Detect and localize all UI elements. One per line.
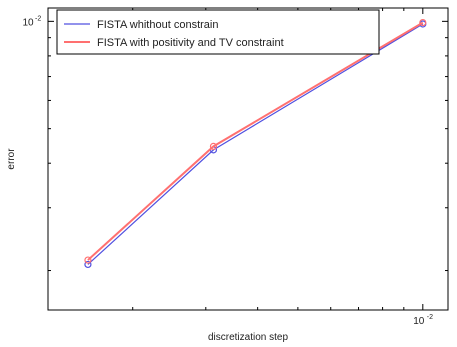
y-tick-label-1: 10 [22,17,34,28]
axis-ticks: 10 -210 -2 [22,8,448,327]
series-2-point-2 [209,142,218,150]
series-2-point-3 [419,18,427,27]
legend: FISTA whithout constrain FISTA with posi… [56,9,380,55]
x-tick-label-exponent-1: -2 [427,314,433,321]
legend-label-series-2: FISTA with positivity and TV constraint [97,37,284,49]
x-axis-label: discretization step [208,332,288,343]
legend-label-series-1: FISTA whithout constrain [97,19,218,31]
y-tick-label-exponent-1: -2 [35,15,41,22]
chart-marks [84,18,427,269]
plot-area [47,7,449,311]
y-axis-label: error [6,148,17,170]
legend-box [56,9,380,55]
series-2-line [87,21,424,261]
x-tick-label-1: 10 [413,316,425,327]
series-1-point-1 [84,260,92,269]
series-2-point-1 [84,256,92,264]
